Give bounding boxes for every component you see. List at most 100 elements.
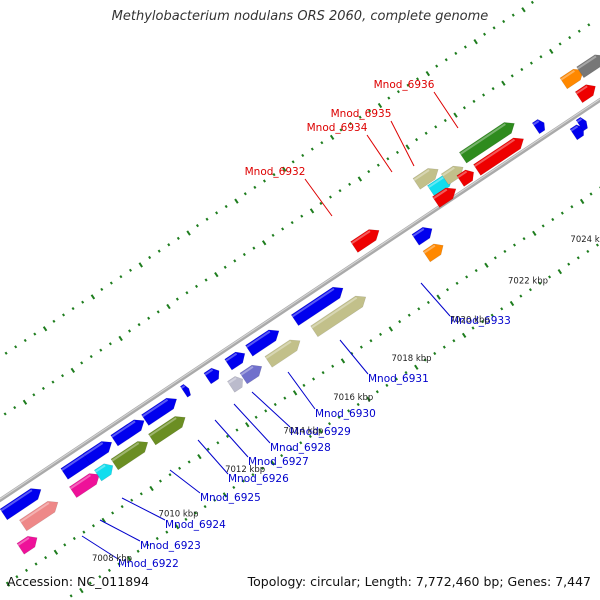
gene-arrow [82, 441, 113, 465]
tick-mark [222, 492, 228, 498]
tick-mark [186, 230, 191, 236]
tick-mark [455, 281, 459, 285]
tick-mark [434, 125, 438, 129]
tick-row [3, 23, 591, 416]
tick-mark [147, 316, 151, 320]
callout-line [81, 535, 119, 560]
tick-mark [91, 524, 95, 528]
tick-mark [328, 195, 332, 199]
tick-mark [109, 281, 113, 285]
tick-mark [98, 575, 102, 579]
tick-row [4, 0, 534, 355]
tick-mark [568, 35, 572, 40]
callout-line [420, 282, 451, 317]
tick-mark [120, 504, 124, 509]
tick-mark [137, 323, 141, 327]
tick-mark [290, 220, 294, 225]
tick-mark [117, 562, 121, 566]
tick-mark [309, 208, 315, 214]
genome-axis [0, 97, 600, 503]
tick-mark [299, 441, 303, 445]
gene-label-above[interactable]: Mnod_6934 [307, 122, 368, 134]
tick-mark [436, 294, 441, 300]
gene-arrow [239, 364, 263, 385]
tick-mark [310, 147, 314, 151]
tick-mark [79, 587, 84, 594]
tick-mark [510, 74, 514, 78]
tick-mark [155, 536, 159, 541]
tick-mark [359, 345, 363, 349]
gene-label-below[interactable]: Mnod_6924 [165, 519, 226, 531]
tick-row [5, 186, 600, 587]
tick-mark [127, 329, 132, 333]
tick-mark [366, 396, 371, 402]
gene-label-below[interactable]: Mnod_6925 [200, 492, 261, 504]
gene-label-below[interactable]: Mnod_6933 [450, 315, 511, 327]
tick-mark [331, 364, 335, 368]
tick-mark [386, 157, 390, 161]
tick-mark [454, 51, 458, 55]
tick-mark [197, 453, 202, 460]
tick-mark [503, 249, 507, 254]
gene-label-above[interactable]: Mnod_6936 [374, 79, 435, 91]
tick-mark [157, 249, 161, 253]
gene-label-above[interactable]: Mnod_6935 [331, 108, 392, 120]
tick-mark [339, 128, 343, 132]
gene-label-below[interactable]: Mnod_6928 [270, 442, 331, 454]
tick-mark [512, 243, 517, 247]
tick-mark [388, 326, 394, 332]
tick-mark [195, 224, 199, 228]
tick-mark [80, 361, 84, 365]
scale-label: 7018 kbp [392, 354, 432, 364]
tick-mark [369, 339, 373, 343]
tick-mark [472, 99, 476, 103]
tick-mark [481, 319, 485, 324]
gene-label-below[interactable]: Mnod_6922 [118, 558, 179, 570]
tick-mark [166, 303, 171, 310]
tick-mark [461, 332, 467, 339]
gene-label-below[interactable]: Mnod_6930 [315, 408, 376, 420]
tick-mark [579, 198, 585, 205]
gene-arrow [203, 367, 220, 385]
tick-mark [595, 243, 599, 247]
gene-label-below[interactable]: Mnod_6927 [248, 456, 309, 468]
tick-mark [130, 498, 134, 502]
tick-mark [233, 259, 237, 263]
tick-mark [375, 390, 379, 394]
tick-mark [442, 345, 446, 349]
gene-arrow [110, 441, 149, 471]
tick-mark [51, 380, 55, 384]
tick-mark [443, 118, 447, 123]
tick-mark [423, 358, 427, 362]
gene-arrow [422, 243, 444, 263]
tick-mark [232, 485, 236, 490]
tick-mark [302, 383, 306, 387]
tick-mark [541, 224, 545, 228]
gene-arrow [350, 229, 380, 253]
tick-mark [329, 134, 335, 140]
tick-mark [107, 568, 111, 572]
scale-label: 7022 kbp [508, 277, 548, 287]
gene-label-below[interactable]: Mnod_6931 [368, 373, 429, 385]
gene-arrow [412, 168, 439, 190]
tick-mark [502, 19, 506, 24]
gene-label-above[interactable]: Mnod_6932 [245, 166, 306, 178]
tick-mark [89, 354, 93, 359]
callout-line [197, 439, 229, 475]
gene-label-below[interactable]: Mnod_6926 [228, 473, 289, 485]
tick-mark [206, 447, 210, 451]
tick-mark [215, 211, 219, 215]
tick-mark [213, 498, 217, 502]
tick-mark [15, 575, 19, 579]
gene-arrow [264, 339, 301, 368]
tick-mark [463, 45, 467, 49]
gene-arrow [245, 329, 280, 357]
tick-mark [321, 371, 325, 375]
tick-mark [444, 58, 448, 62]
tick-mark [128, 268, 133, 272]
gene-label-below[interactable]: Mnod_6923 [140, 540, 201, 552]
tick-mark [474, 268, 478, 273]
gene-label-below[interactable]: Mnod_6929 [290, 426, 351, 438]
tick-mark [462, 106, 466, 110]
tick-mark [357, 176, 363, 182]
